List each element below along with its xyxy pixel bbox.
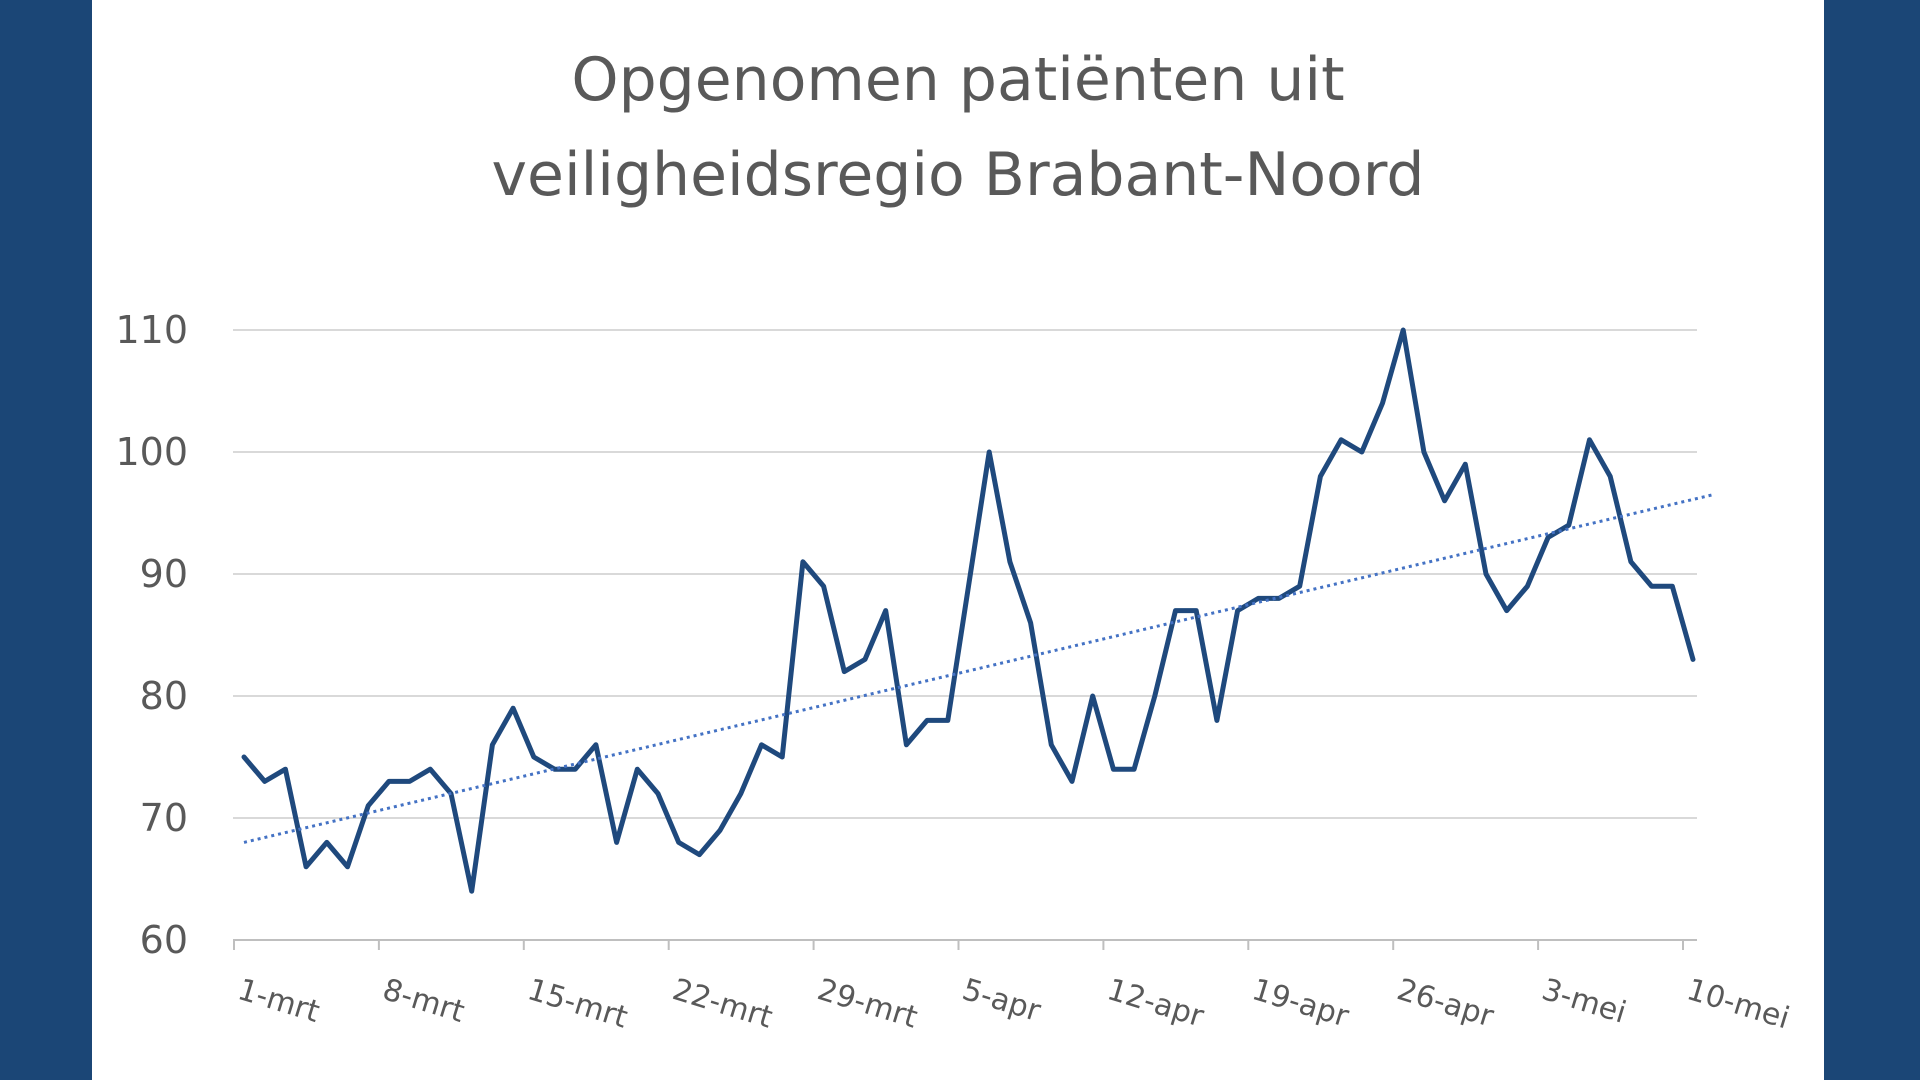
x-tick-label: 22-mrt (668, 972, 776, 1035)
x-axis: 1-mrt 8-mrt 15-mrt 22-mrt 29-mrt 5-apr 12-apr 1… (233, 940, 1794, 1036)
chart-panel (92, 0, 1824, 1080)
x-tick-label: 5-apr (958, 972, 1045, 1029)
chart-title-line-1: Opgenomen patiënten uit (571, 45, 1344, 115)
chart-title-line-2: veiligheidsregio Brabant-Noord (492, 140, 1425, 210)
plot-area (241, 327, 1714, 894)
x-tick-label: 10-mei (1683, 972, 1794, 1036)
y-tick-label: 60 (140, 918, 188, 962)
x-tick-label: 8-mrt (379, 972, 469, 1030)
x-tick-label: 19-apr (1248, 972, 1353, 1035)
x-tick-label: 3-mei (1538, 972, 1630, 1031)
x-tick-label: 15-mrt (523, 972, 631, 1035)
y-tick-label: 80 (140, 674, 188, 718)
series-line (241, 327, 1696, 894)
x-tick-label: 1-mrt (234, 972, 324, 1030)
y-tick-label: 70 (140, 796, 188, 840)
y-axis: 60 70 80 90 100 110 (115, 308, 188, 962)
trendline (243, 493, 1714, 844)
x-tick-label: 12-apr (1103, 972, 1208, 1035)
gridlines (233, 329, 1697, 941)
y-tick-label: 90 (140, 552, 188, 596)
x-tick-label: 29-mrt (813, 972, 921, 1035)
y-tick-label: 110 (115, 308, 188, 352)
x-tick-label: 26-apr (1393, 972, 1498, 1035)
y-tick-label: 100 (115, 430, 188, 474)
